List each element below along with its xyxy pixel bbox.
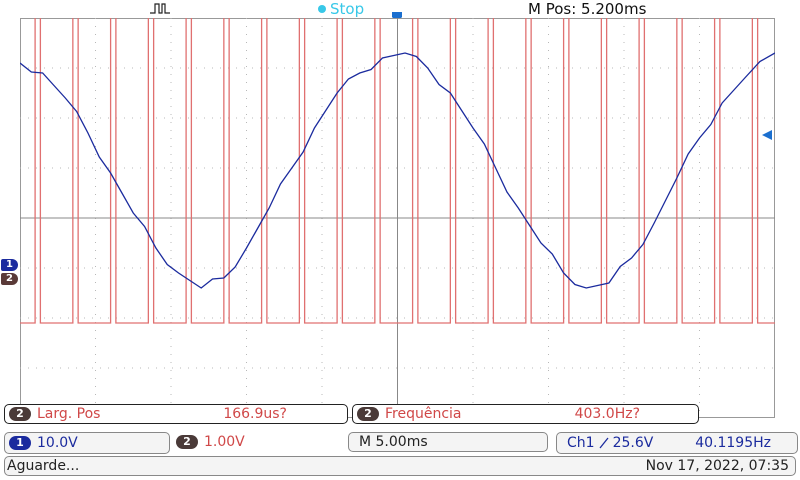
ch2-ground-marker[interactable]: 2 xyxy=(1,273,18,285)
measurement-label: Larg. Pos xyxy=(37,406,101,422)
measurement-positive-width[interactable]: 2 Larg. Pos 166.9us? xyxy=(4,404,348,424)
measurement-channel-badge: 2 xyxy=(357,407,379,421)
ch2-scale-readout[interactable]: 2 1.00V xyxy=(172,432,344,452)
ch2-badge: 2 xyxy=(176,435,198,449)
waveform-canvas xyxy=(20,18,775,418)
ch2-scale-value: 1.00V xyxy=(204,434,245,450)
measurement-channel-badge: 2 xyxy=(9,407,31,421)
run-status-indicator[interactable]: Stop xyxy=(318,0,364,18)
ch2-pulse-trace xyxy=(20,18,775,324)
ch1-scale-value: 10.0V xyxy=(37,435,78,451)
rising-edge-icon xyxy=(599,437,609,449)
top-status-bar: Stop M Pos: 5.200ms xyxy=(0,0,800,18)
status-message: Aguarde... xyxy=(7,458,80,474)
main-position-readout: M Pos: 5.200ms xyxy=(528,0,647,18)
run-status-dot xyxy=(318,5,326,13)
ch1-badge: 1 xyxy=(9,436,31,450)
status-bar: Aguarde... Nov 17, 2022, 07:35 xyxy=(4,456,796,476)
date-time: Nov 17, 2022, 07:35 xyxy=(645,458,789,474)
trigger-frequency: 40.1195Hz xyxy=(695,435,771,451)
timebase-readout[interactable]: M 5.00ms xyxy=(348,432,548,452)
trigger-source: Ch1 xyxy=(567,435,595,451)
ch1-scale-readout[interactable]: 1 10.0V xyxy=(4,432,170,454)
measurement-label: Frequência xyxy=(385,406,462,422)
waveform-display[interactable] xyxy=(20,18,775,418)
ch1-sine-trace xyxy=(20,52,775,289)
trigger-level: 25.6V xyxy=(612,435,654,451)
square-pulse-icon xyxy=(150,3,170,14)
ch1-ground-marker[interactable]: 1 xyxy=(1,259,18,271)
trigger-position-marker-icon[interactable] xyxy=(391,12,403,24)
trigger-readout[interactable]: Ch1 25.6V 40.1195Hz xyxy=(556,432,798,454)
run-status-label: Stop xyxy=(330,0,365,18)
measurement-value: 166.9us? xyxy=(223,406,287,422)
trigger-level-marker-icon[interactable] xyxy=(760,129,772,141)
measurement-value: 403.0Hz? xyxy=(574,406,640,422)
measurement-frequency[interactable]: 2 Frequência 403.0Hz? xyxy=(352,404,699,424)
